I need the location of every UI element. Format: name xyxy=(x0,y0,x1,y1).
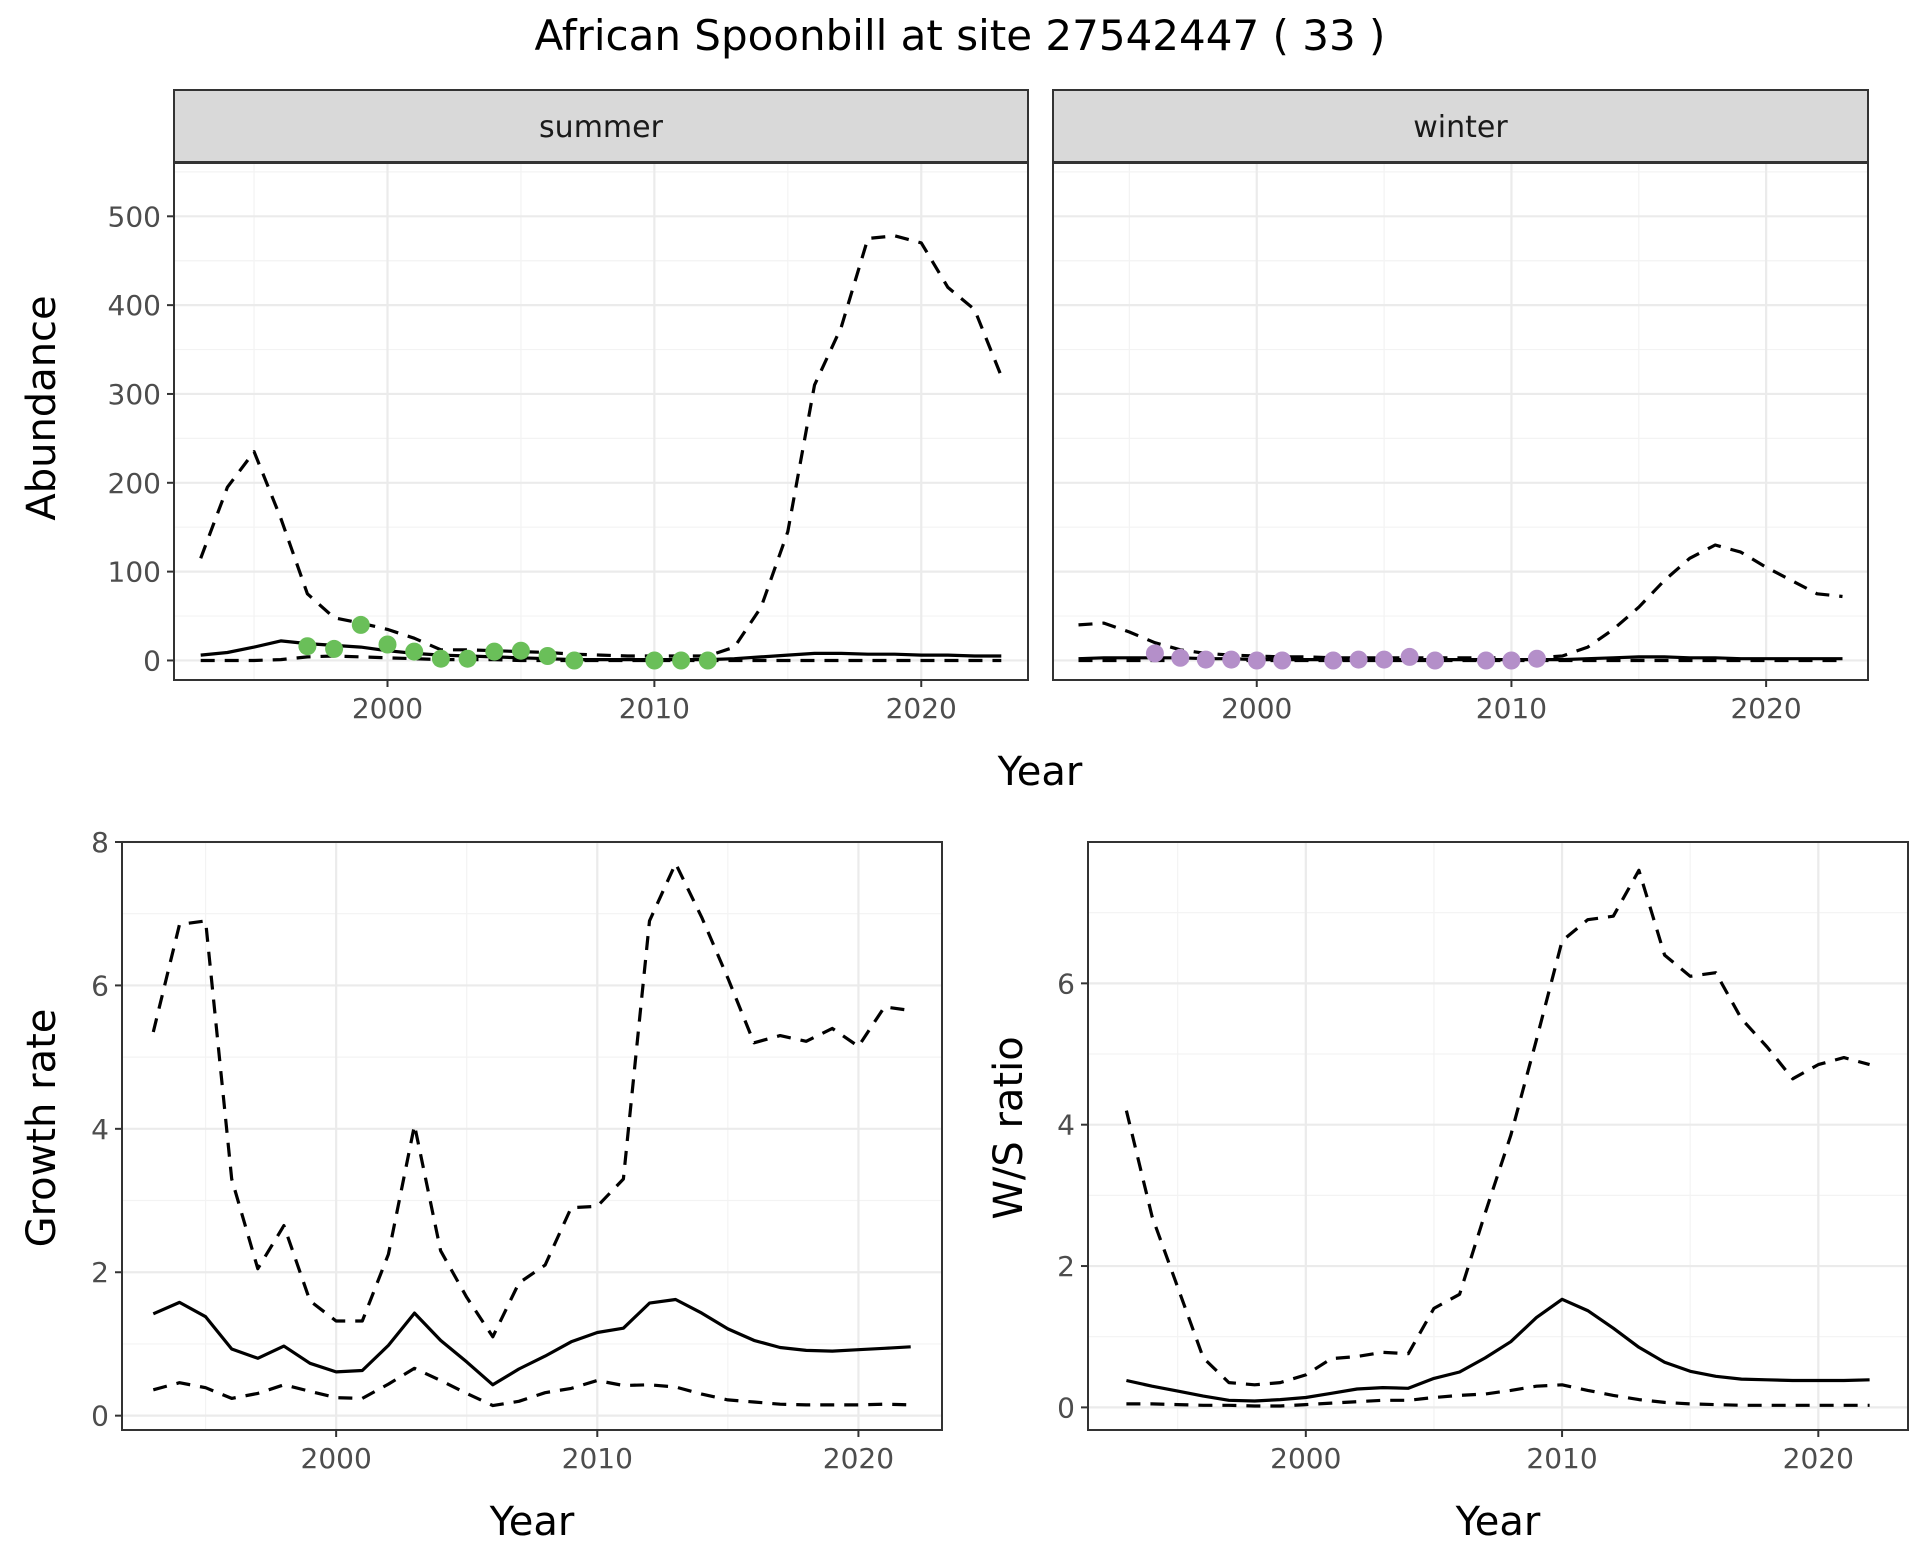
summer-data-point xyxy=(645,651,664,670)
winter-data-point xyxy=(1400,647,1419,666)
facet-summer: summer 2000 2010 2020 xyxy=(173,89,1029,725)
summer-x-tick-label: 2020 xyxy=(886,692,957,725)
growth-y-tick-label: 6 xyxy=(91,969,109,1002)
winter-data-point xyxy=(1273,651,1292,670)
ratio-y-tick-label: 4 xyxy=(1057,1109,1075,1142)
winter-data-point xyxy=(1324,651,1343,670)
growth-y-tick-label: 8 xyxy=(91,826,109,859)
abundance-panels: summer 2000 2010 2020 winter 2000 2010 2020 0 1… xyxy=(19,89,1869,795)
ratio-x-tick-label: 2010 xyxy=(1526,1442,1597,1475)
abundance-y-tick-label: 200 xyxy=(108,467,161,500)
abundance-y-tick-label: 0 xyxy=(143,644,161,677)
winter-data-point xyxy=(1145,644,1164,663)
abundance-y-axis: 0 100 200 300 400 500 xyxy=(108,200,174,677)
figure-title: African Spoonbill at site 27542447 ( 33 … xyxy=(535,11,1386,60)
winter-data-point xyxy=(1477,651,1495,670)
summer-data-point xyxy=(458,649,477,668)
growth-x-axis-title: Year xyxy=(489,1499,575,1545)
summer-data-point xyxy=(538,647,557,665)
ratio-y-tick-label: 0 xyxy=(1057,1391,1075,1424)
ratio-y-axis-title: W/S ratio xyxy=(986,1036,1032,1219)
summer-data-point xyxy=(485,642,504,661)
ratio-x-tick-label: 2020 xyxy=(1783,1442,1854,1475)
growth-y-axis-title: Growth rate xyxy=(19,1009,65,1248)
winter-data-point xyxy=(1527,649,1546,668)
abundance-y-tick-label: 500 xyxy=(108,200,161,233)
growth-x-tick-label: 2000 xyxy=(301,1442,372,1475)
growth-panel-background xyxy=(122,842,942,1430)
growth-plot-area: 2000 2010 2020 0 2 4 6 8 xyxy=(91,826,943,1475)
summer-data-point xyxy=(351,615,370,634)
winter-data-point xyxy=(1247,651,1266,670)
growth-panel-border xyxy=(121,841,943,1431)
winter-data-point xyxy=(1222,650,1241,669)
winter-data-point xyxy=(1171,648,1190,667)
ratio-y-tick-label: 2 xyxy=(1057,1250,1075,1283)
growth-line-dashed-1 xyxy=(151,861,911,1339)
ratio-panel-border xyxy=(1087,841,1909,1431)
facet-winter: winter 2000 2010 2020 xyxy=(1052,89,1869,725)
winter-data-point xyxy=(1502,651,1521,670)
ratio-plot-area: 2000 2010 2020 0 2 4 6 xyxy=(1057,841,1909,1475)
abundance-y-tick-label: 100 xyxy=(108,556,161,589)
summer-x-tick-label: 2010 xyxy=(619,692,690,725)
abundance-y-axis-title: Abundance xyxy=(19,295,65,520)
growth-line-dashed-2 xyxy=(152,1366,911,1408)
summer-data-point xyxy=(325,639,344,658)
ratio-line-dashed-1 xyxy=(1124,868,1871,1387)
summer-data-point xyxy=(672,651,691,670)
ratio-panel-background xyxy=(1088,842,1908,1430)
winter-x-tick-label: 2020 xyxy=(1730,692,1801,725)
growth-y-tick-label: 2 xyxy=(91,1256,109,1289)
ratio-x-axis-title: Year xyxy=(1455,1499,1541,1545)
growth-panel: 2000 2010 2020 0 2 4 6 8 Year Growth rate xyxy=(19,826,943,1545)
summer-strip-label: summer xyxy=(539,110,664,145)
winter-data-point xyxy=(1375,650,1394,669)
ratio-line-dashed-2 xyxy=(1126,1383,1870,1408)
abundance-x-axis-title: Year xyxy=(997,749,1083,795)
summer-data-point xyxy=(378,635,397,654)
growth-line-solid-0 xyxy=(152,1297,911,1387)
winter-strip-label: winter xyxy=(1413,110,1508,145)
growth-x-tick-label: 2020 xyxy=(823,1442,894,1475)
ratio-panel: 2000 2010 2020 0 2 4 6 Year W/S ratio xyxy=(986,841,1909,1545)
winter-strip xyxy=(1052,89,1869,163)
summer-data-point xyxy=(698,651,717,670)
abundance-y-tick-label: 300 xyxy=(108,378,161,411)
growth-y-tick-label: 4 xyxy=(91,1113,109,1146)
winter-data-point xyxy=(1426,651,1444,670)
winter-data-point xyxy=(1349,650,1368,669)
ratio-y-tick-label: 6 xyxy=(1057,967,1075,1000)
summer-panel-background xyxy=(174,163,1028,680)
summer-x-tick-label: 2000 xyxy=(352,692,423,725)
summer-strip xyxy=(173,89,1029,163)
winter-panel-background xyxy=(1053,163,1868,680)
growth-y-tick-label: 0 xyxy=(91,1400,109,1433)
summer-data-point xyxy=(405,642,424,661)
winter-x-tick-label: 2000 xyxy=(1221,692,1292,725)
ratio-line-solid-0 xyxy=(1126,1297,1870,1403)
ratio-x-tick-label: 2000 xyxy=(1270,1442,1341,1475)
growth-x-tick-label: 2010 xyxy=(562,1442,633,1475)
summer-line-dashed-1 xyxy=(199,234,1003,658)
winter-x-tick-label: 2010 xyxy=(1476,692,1547,725)
summer-data-point xyxy=(431,649,450,668)
summer-data-point xyxy=(511,641,530,660)
summer-data-point xyxy=(565,651,584,670)
summer-data-point xyxy=(298,637,317,656)
abundance-y-tick-label: 400 xyxy=(108,289,161,322)
winter-data-point xyxy=(1196,650,1215,669)
